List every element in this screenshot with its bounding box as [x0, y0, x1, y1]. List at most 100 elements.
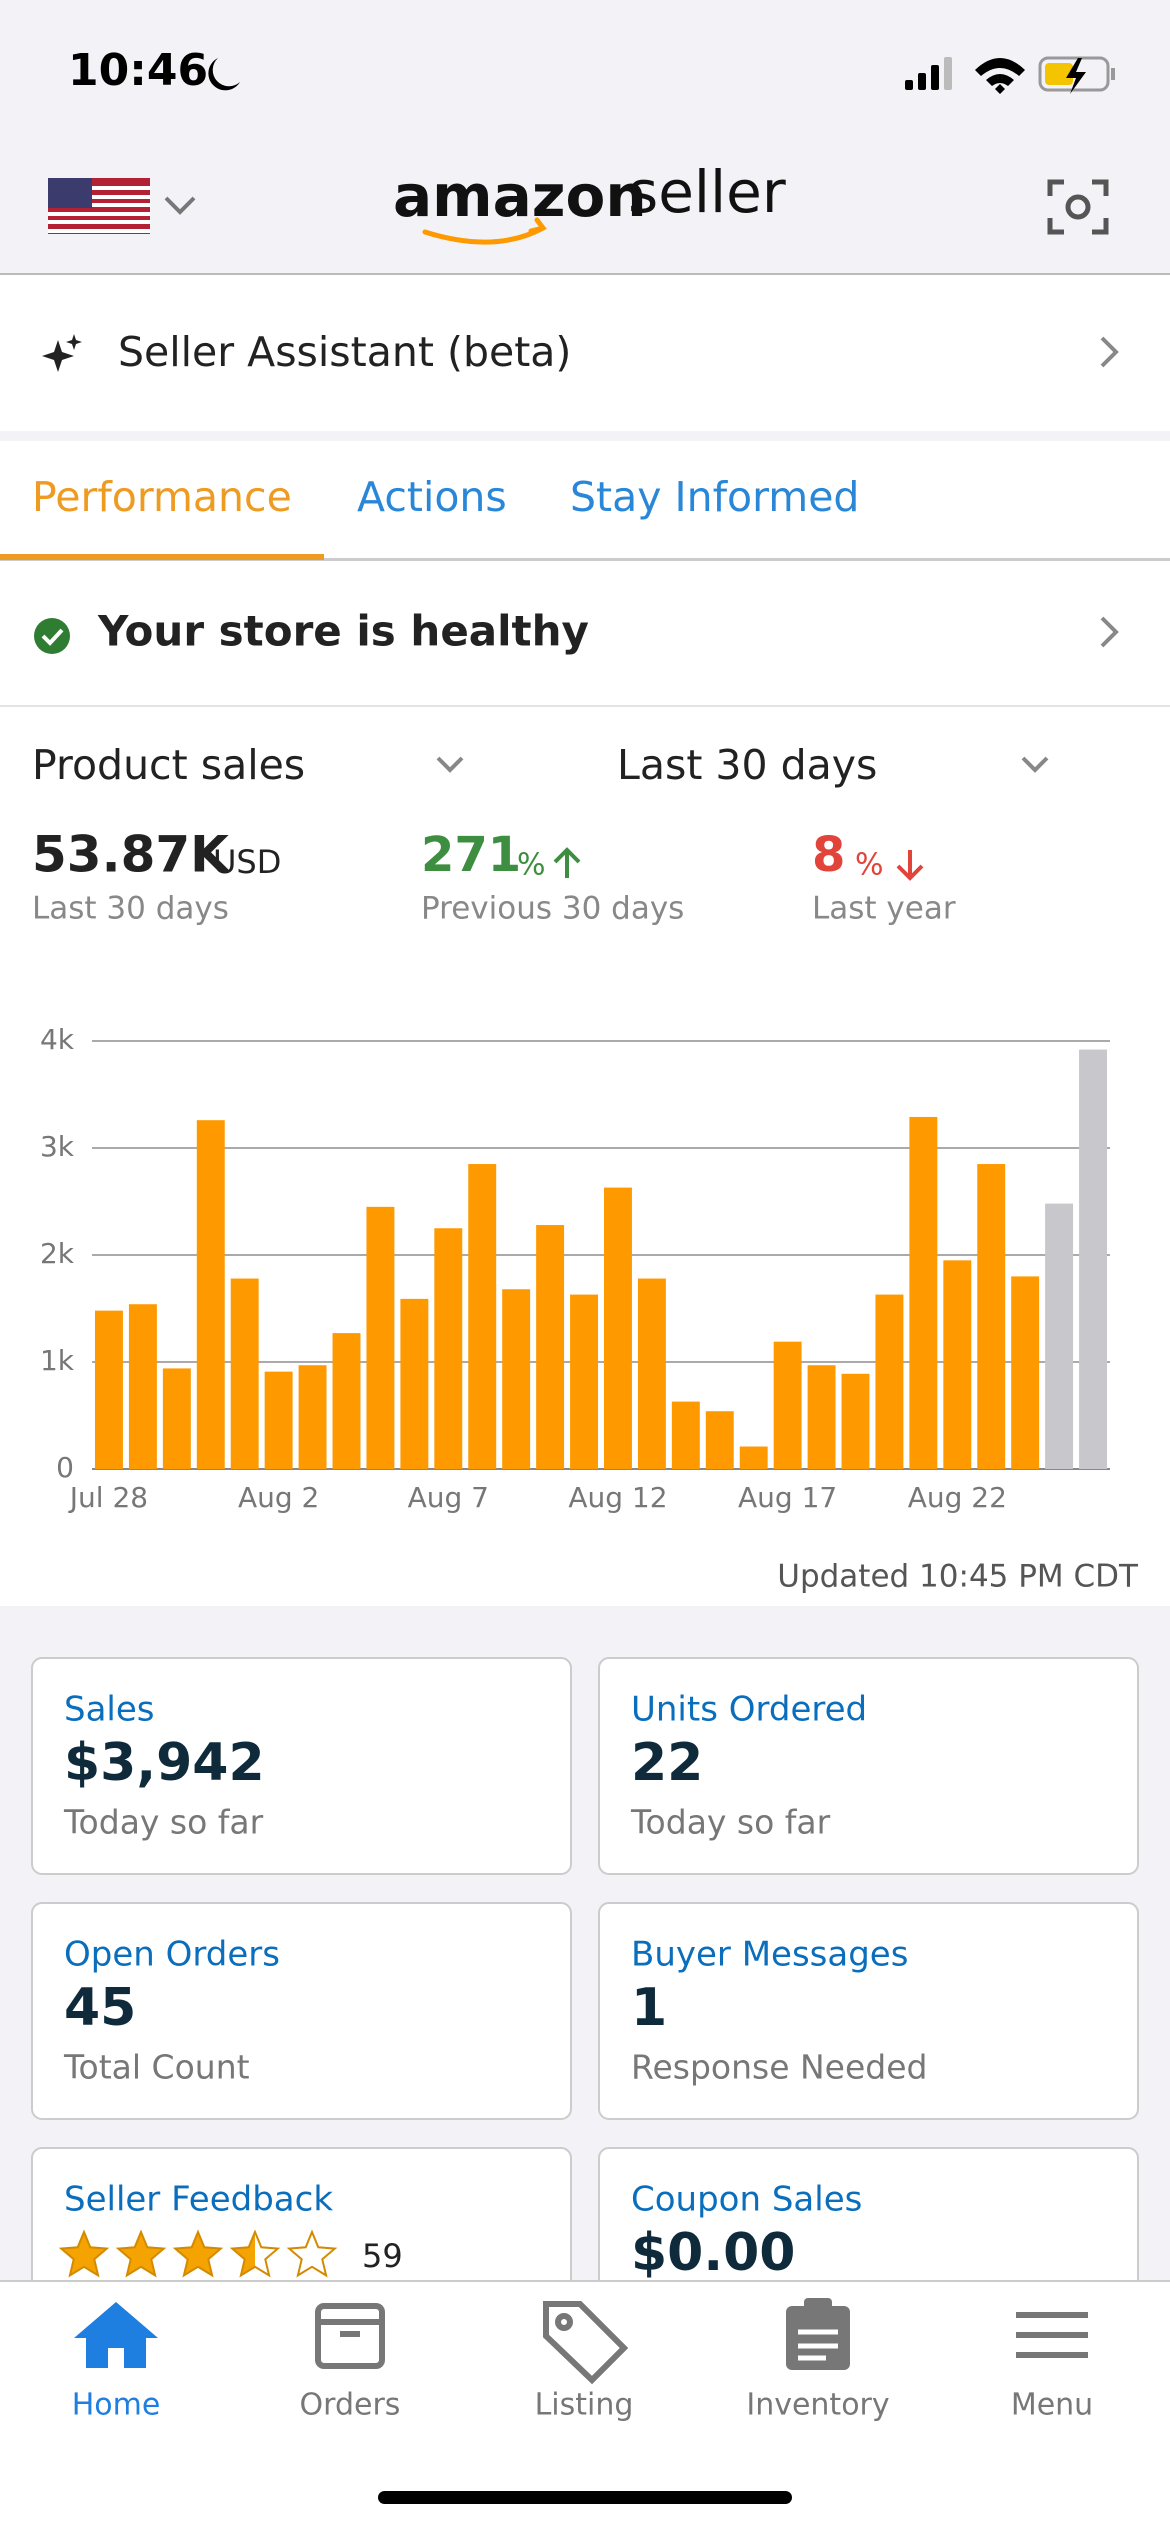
check-mark: [41, 628, 64, 646]
wifi-icon: [975, 58, 1025, 94]
star: [58, 2229, 110, 2278]
bar: [298, 1365, 327, 1469]
card-value: 1: [631, 1978, 667, 2038]
chart: 0 1k 2k 3k 4k Jul 28 Aug 2 Aug 7 Aug 12 Aug 17 Aug…: [40, 1023, 1110, 1514]
card[interactable]: [31, 1902, 572, 2120]
bar: [196, 1120, 225, 1469]
period-selector[interactable]: Last 30 days: [617, 741, 877, 789]
nav-label[interactable]: Home: [72, 2388, 161, 2423]
home-indicator: [378, 2491, 792, 2504]
x-tick-label: Aug 22: [908, 1481, 1007, 1514]
assistant-label[interactable]: Seller Assistant (beta): [118, 328, 571, 376]
inventory-icon[interactable]: [786, 2298, 850, 2370]
menu-icon[interactable]: [1016, 2312, 1088, 2358]
bar: [400, 1298, 429, 1469]
card-caption: Today so far: [63, 1803, 264, 1842]
x-tick-label: Aug 12: [568, 1481, 667, 1514]
bar: [1011, 1276, 1040, 1469]
bar: [468, 1164, 497, 1469]
clock: 10:46: [68, 45, 208, 96]
bar: [502, 1289, 531, 1469]
gap: [0, 431, 1170, 441]
card-value: $0.00: [631, 2223, 795, 2283]
card[interactable]: [598, 1657, 1139, 1875]
orders-icon[interactable]: [315, 2303, 385, 2369]
card[interactable]: [598, 1902, 1139, 2120]
tab[interactable]: Stay Informed: [570, 473, 859, 521]
card-caption: Today so far: [630, 1803, 831, 1842]
summary-caption: Last year: [812, 891, 956, 927]
card-title: Sales: [64, 1690, 155, 1730]
chevron[interactable]: [1100, 336, 1119, 368]
summary-caption: Previous 30 days: [421, 891, 684, 927]
bar: [1045, 1203, 1074, 1469]
up-arrow: [553, 847, 581, 878]
listing-icon[interactable]: [543, 2301, 629, 2385]
bar: [264, 1371, 293, 1469]
summary-unit: %: [855, 848, 884, 883]
nav-label[interactable]: Menu: [1011, 2388, 1093, 2423]
bar: [162, 1368, 191, 1469]
bar: [637, 1278, 666, 1469]
brand-name: amazon: [393, 162, 647, 230]
summary-value: 271: [421, 827, 521, 883]
star: [286, 2229, 338, 2278]
brand-product: seller: [628, 158, 786, 226]
battery-icon: [1038, 56, 1110, 92]
summary-value: 53.87K: [32, 826, 231, 884]
charging-icon: [1066, 58, 1086, 94]
bar: [128, 1304, 157, 1469]
bar: [977, 1164, 1006, 1469]
card[interactable]: [31, 1657, 572, 1875]
battery-level: [1045, 63, 1073, 85]
card-title: Seller Feedback: [64, 2180, 333, 2220]
chevron[interactable]: [1100, 616, 1119, 648]
bar: [807, 1365, 836, 1469]
brand-smile: [422, 217, 547, 245]
tab[interactable]: Actions: [357, 473, 507, 521]
y-tick-label: 4k: [40, 1023, 75, 1056]
nav-label[interactable]: Orders: [300, 2388, 401, 2423]
down-arrow: [896, 850, 924, 881]
tab-active[interactable]: Performance: [32, 473, 292, 521]
card-title: Buyer Messages: [631, 1935, 908, 1975]
card-title: Units Ordered: [631, 1690, 867, 1730]
nav-label[interactable]: Listing: [535, 2388, 634, 2423]
health-label[interactable]: Your store is healthy: [97, 607, 589, 656]
summary-unit: %: [517, 848, 546, 883]
card-value: $3,942: [64, 1733, 265, 1793]
card-title: Coupon Sales: [631, 2180, 862, 2220]
bar: [366, 1206, 395, 1469]
home-icon[interactable]: [74, 2302, 158, 2368]
bar: [604, 1187, 632, 1469]
bar: [943, 1260, 972, 1469]
feedback-count: 59: [362, 2237, 403, 2275]
sparkle-icon[interactable]: [42, 334, 82, 372]
card-value: 45: [64, 1978, 136, 2038]
check-icon: [34, 618, 70, 654]
bar: [875, 1294, 904, 1469]
signal-icon: [905, 57, 952, 90]
bar: [230, 1278, 259, 1469]
flag[interactable]: [48, 178, 150, 234]
star: [115, 2229, 167, 2278]
y-tick-label: 0: [56, 1451, 74, 1484]
star: [172, 2229, 224, 2278]
bar: [1079, 1049, 1107, 1469]
flag-chevron[interactable]: [164, 196, 196, 215]
card-value: 22: [631, 1733, 703, 1793]
tab-underline: [0, 554, 324, 560]
dropdown-chevron[interactable]: [436, 756, 464, 773]
bar: [705, 1411, 734, 1469]
scan-icon[interactable]: [1047, 179, 1109, 235]
bottom-nav: [0, 2281, 1170, 2532]
top-bar: [0, 0, 1170, 274]
bar: [773, 1341, 802, 1469]
metric-selector[interactable]: Product sales: [32, 741, 305, 789]
summary-caption: Last 30 days: [32, 891, 229, 927]
dropdown-chevron[interactable]: [1021, 756, 1049, 773]
bar: [332, 1333, 361, 1469]
moon-icon: [208, 58, 240, 91]
bar: [739, 1446, 768, 1469]
nav-label[interactable]: Inventory: [746, 2388, 889, 2423]
